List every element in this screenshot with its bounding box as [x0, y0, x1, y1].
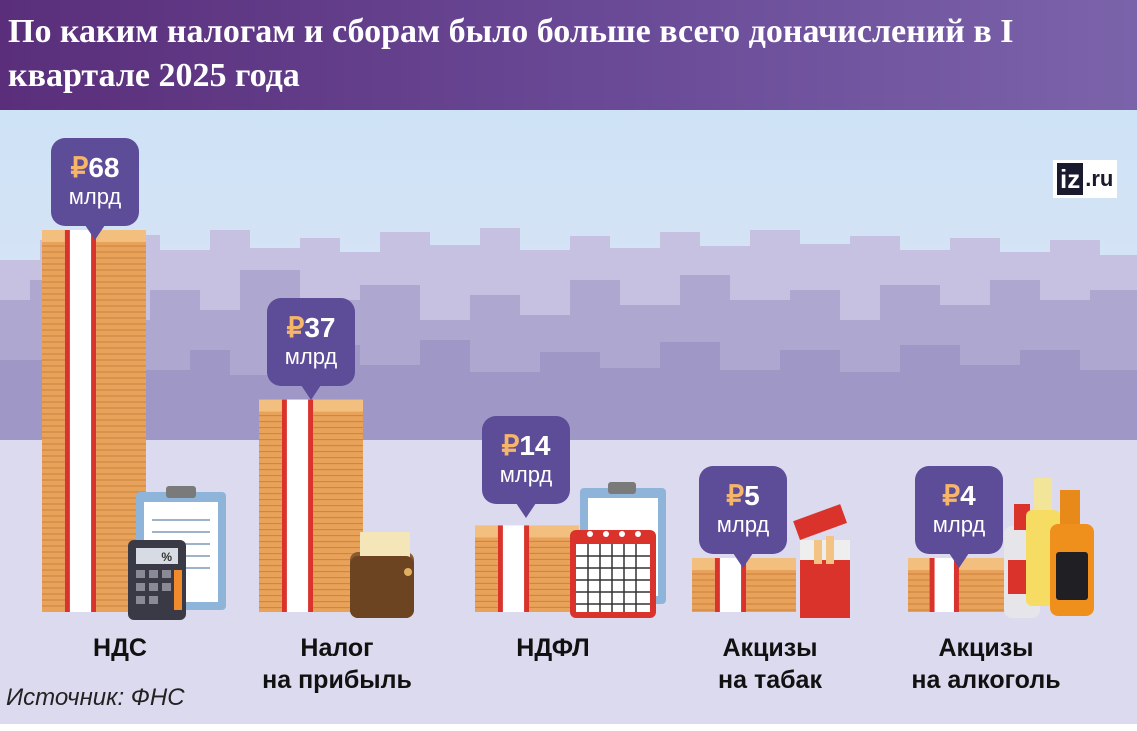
category-label-profit-tax: Налог на прибыль — [237, 632, 437, 696]
category-line: Акцизы — [938, 634, 1034, 662]
category-line: НДС — [93, 634, 147, 662]
category-line: Акцизы — [722, 634, 818, 662]
value-bubble-vat: ₽68 млрд — [51, 138, 139, 240]
svg-text:%: % — [161, 550, 172, 564]
calendar-icon — [570, 530, 656, 618]
logo-ru-suffix: .ru — [1085, 166, 1114, 191]
category-line: на табак — [718, 666, 822, 694]
value-bubble-profit-tax: ₽37 млрд — [267, 298, 355, 400]
value-unit: млрд — [499, 462, 553, 487]
title-bar: По каким налогам и сборам было больше вс… — [0, 0, 1137, 110]
chart-title: По каким налогам и сборам было больше вс… — [8, 13, 1014, 94]
value-bubble-pit: ₽14 млрд — [482, 416, 570, 518]
source-note: Источник: ФНС — [6, 684, 185, 711]
bar-tobacco — [692, 558, 796, 612]
value-label: ₽14 — [501, 430, 551, 461]
bar-profit-tax — [259, 399, 363, 612]
izru-logo: iz .ru — [1053, 160, 1118, 198]
value-bubble-tobacco: ₽5 млрд — [699, 466, 787, 568]
calculator-icon: % — [128, 540, 186, 620]
wallet-icon — [350, 532, 414, 618]
category-line: НДФЛ — [516, 634, 590, 662]
bar-alcohol — [908, 558, 1006, 612]
value-unit: млрд — [932, 512, 986, 537]
value-label: ₽4 — [942, 480, 976, 511]
category-line: Налог — [300, 634, 374, 662]
value-label: ₽37 — [286, 312, 336, 343]
category-line: на алкоголь — [911, 666, 1061, 694]
value-label: ₽68 — [70, 152, 120, 183]
value-unit: млрд — [716, 512, 770, 537]
category-label-alcohol: Акцизы на алкоголь — [886, 632, 1086, 696]
bottles-icon — [1004, 478, 1094, 618]
bar-pit — [475, 525, 579, 612]
value-label: ₽5 — [726, 480, 760, 511]
category-label-pit: НДФЛ — [453, 632, 653, 664]
category-label-vat: НДС — [20, 632, 220, 664]
value-bubble-alcohol: ₽4 млрд — [915, 466, 1003, 568]
bars-layer — [42, 230, 1006, 612]
category-label-tobacco: Акцизы на табак — [670, 632, 870, 696]
value-unit: млрд — [284, 344, 338, 369]
logo-iz-mark: iz — [1057, 163, 1084, 195]
icons-layer: % — [128, 478, 1094, 620]
value-unit: млрд — [68, 184, 122, 209]
category-line: на прибыль — [262, 666, 412, 694]
cigarette-pack-icon — [793, 504, 850, 618]
